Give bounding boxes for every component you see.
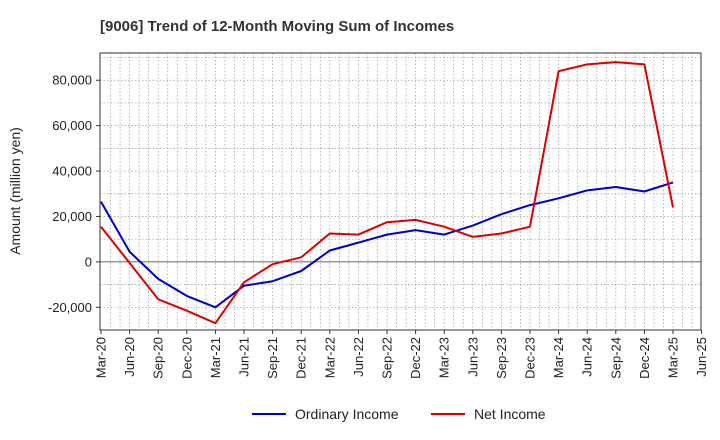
x-tick-label: Jun-22 [351,337,366,377]
x-tick-label: Mar-23 [437,337,452,378]
x-tick-label: Dec-20 [179,337,194,379]
x-tick-label: Sep-20 [151,337,166,379]
x-tick-label: Sep-23 [494,337,509,379]
plot-frame [99,52,702,331]
grid-lines [100,53,701,330]
x-tick-label: Jun-21 [237,337,252,377]
x-tick-label: Jun-25 [694,337,709,377]
x-tick-label: Dec-21 [294,337,309,379]
ordinary-income-line [100,181,674,309]
x-tick-label: Mar-24 [551,337,566,378]
x-tick-label: Sep-24 [608,337,623,379]
y-tick-label: 80,000 [52,73,92,88]
x-tick-label: Sep-21 [265,337,280,379]
x-tick-label: Jun-24 [580,337,595,377]
x-tick-label: Mar-21 [208,337,223,378]
y-tick-label: 60,000 [52,118,92,133]
x-tick-label: Sep-22 [380,337,395,379]
x-tick-label: Dec-24 [637,337,652,379]
x-tick-label: Dec-23 [523,337,538,379]
y-axis-ticks: -20,000 0 20,000 40,000 60,000 80,000 [48,73,100,315]
legend: Ordinary Income Net Income [252,406,546,422]
y-axis-title: Amount (million yen) [7,127,23,255]
y-tick-label: -20,000 [48,300,92,315]
x-tick-label: Mar-20 [94,337,109,378]
legend-label-ordinary-income: Ordinary Income [295,406,399,422]
x-tick-label: Dec-22 [408,337,423,379]
net-income-line [100,61,674,325]
y-tick-label: 40,000 [52,164,92,179]
x-tick-label: Mar-25 [666,337,681,378]
series-layer [100,61,674,325]
x-tick-label: Jun-20 [122,337,137,377]
x-tick-label: Mar-22 [322,337,337,378]
y-tick-label: 0 [85,254,92,269]
legend-label-net-income: Net Income [474,406,546,422]
y-tick-label: 20,000 [52,209,92,224]
x-axis-ticks: Mar-20 Jun-20 Sep-20 Dec-20 Mar-21 Jun-21 Sep-… [94,330,709,379]
x-tick-label: Jun-23 [465,337,480,377]
chart-title: [9006] Trend of 12-Month Moving Sum of I… [100,18,454,35]
